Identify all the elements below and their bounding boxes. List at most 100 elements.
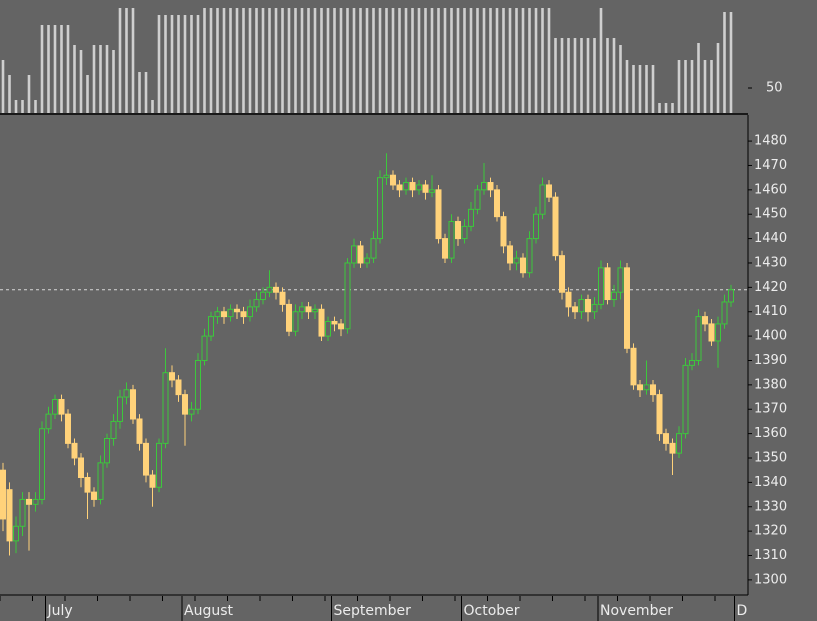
candle-body xyxy=(253,299,260,308)
candle-body xyxy=(468,208,474,227)
candle-body xyxy=(58,398,65,415)
indicator-tick-label: 50 xyxy=(766,81,783,96)
candle-body xyxy=(260,291,266,301)
x-tick-label: November xyxy=(600,603,673,619)
candle-body xyxy=(162,372,169,444)
candle-body xyxy=(195,359,201,410)
candle-body xyxy=(19,498,26,527)
candle-body xyxy=(630,347,637,386)
candle-body xyxy=(656,394,663,435)
candle-body xyxy=(39,428,45,500)
candle-body xyxy=(669,442,676,454)
candle-body xyxy=(370,238,377,259)
candle-body xyxy=(487,182,494,191)
candle-body xyxy=(585,299,591,313)
candle-body xyxy=(682,364,689,435)
x-tick-label: October xyxy=(464,603,520,619)
candle-body xyxy=(390,174,396,186)
candle-body xyxy=(156,442,162,488)
candle-body xyxy=(572,306,578,313)
candle-body xyxy=(715,323,721,342)
candle-body xyxy=(695,316,702,361)
candle-body xyxy=(182,394,188,415)
y-tick-label: 1420 xyxy=(754,280,787,295)
candle-body xyxy=(708,323,715,342)
candle-body xyxy=(377,177,383,240)
candle-body xyxy=(351,245,357,264)
y-tick-label: 1450 xyxy=(754,207,787,222)
candle-body xyxy=(721,301,728,325)
y-tick-label: 1300 xyxy=(754,572,787,587)
candle-body xyxy=(474,189,481,210)
candle-body xyxy=(403,182,409,191)
candle-body xyxy=(208,316,214,337)
candle-body xyxy=(52,398,58,415)
candle-body xyxy=(507,245,513,264)
candle-body xyxy=(110,420,117,439)
candle-body xyxy=(357,245,364,264)
candle-body xyxy=(650,384,656,396)
candle-body xyxy=(97,462,104,500)
candle-body xyxy=(637,384,643,391)
candle-body xyxy=(598,267,604,305)
y-tick-label: 1360 xyxy=(754,426,787,441)
candle-body xyxy=(500,216,507,247)
candle-body xyxy=(429,189,435,193)
candle-body xyxy=(266,286,273,293)
y-tick-label: 1340 xyxy=(754,475,787,490)
candle-body xyxy=(416,184,422,191)
candle-body xyxy=(221,311,227,318)
candle-body xyxy=(65,413,71,444)
candle-body xyxy=(299,306,305,313)
candle-body xyxy=(409,182,416,191)
candle-body xyxy=(591,303,598,313)
candle-body xyxy=(13,525,19,542)
y-tick-label: 1440 xyxy=(754,231,787,246)
candle-body xyxy=(364,257,370,264)
candle-body xyxy=(481,182,487,191)
candle-body xyxy=(383,174,390,179)
candle-body xyxy=(624,267,630,349)
candle-body xyxy=(130,389,136,420)
candle-body xyxy=(292,311,299,332)
candle-body xyxy=(643,384,650,391)
candle-body xyxy=(169,372,175,381)
candle-body xyxy=(0,469,6,520)
candle-body xyxy=(396,184,403,191)
y-tick-label: 1460 xyxy=(754,182,787,197)
candle-body xyxy=(71,442,78,459)
y-tick-label: 1310 xyxy=(754,548,787,563)
x-tick-label: July xyxy=(47,603,73,619)
y-tick-label: 1370 xyxy=(754,402,787,417)
candle-body xyxy=(325,320,331,337)
candle-body xyxy=(234,308,240,313)
candle-body xyxy=(247,306,253,318)
y-tick-label: 1430 xyxy=(754,255,787,270)
candle-body xyxy=(286,303,292,332)
y-tick-label: 1480 xyxy=(754,134,787,149)
candle-body xyxy=(240,311,247,318)
candle-body xyxy=(123,389,130,398)
candle-body xyxy=(45,413,52,430)
candle-body xyxy=(104,437,110,464)
candle-body xyxy=(312,308,318,313)
y-tick-label: 1320 xyxy=(754,524,787,539)
candle-body xyxy=(676,433,682,454)
candle-body xyxy=(448,221,455,259)
candle-body xyxy=(318,308,325,337)
y-tick-label: 1410 xyxy=(754,304,787,319)
candle-body xyxy=(32,498,39,505)
candle-body xyxy=(344,262,351,330)
candle-body xyxy=(26,498,32,505)
candle-body xyxy=(455,221,461,240)
candle-body xyxy=(6,489,13,542)
candle-body xyxy=(143,442,149,476)
y-tick-label: 1400 xyxy=(754,329,787,344)
candle-body xyxy=(136,418,143,444)
candle-body xyxy=(338,323,344,330)
y-tick-label: 1380 xyxy=(754,377,787,392)
candle-body xyxy=(188,408,195,415)
candle-body xyxy=(494,189,500,218)
